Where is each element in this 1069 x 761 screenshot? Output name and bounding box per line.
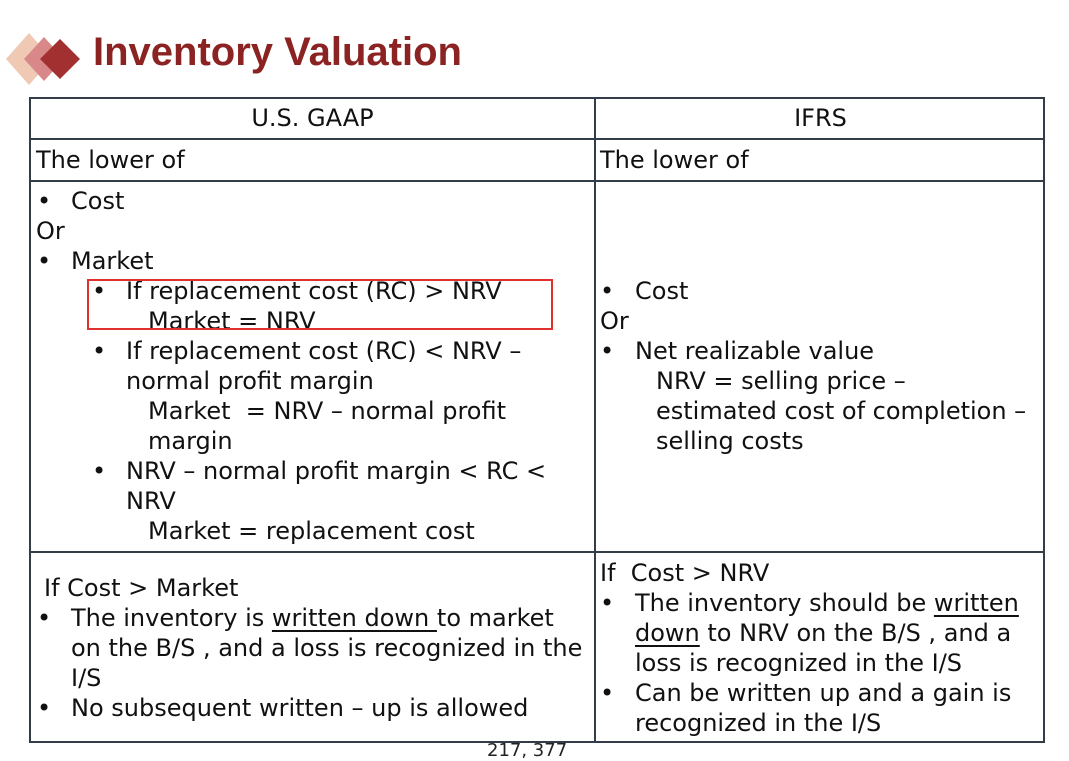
ifrs-writeup-line1: Can be written up and a gain is — [635, 679, 1012, 707]
gaap-rule1-line1: If replacement cost (RC) > NRV — [126, 277, 502, 305]
diamond-logo-icon — [6, 33, 80, 85]
gaap-market: Market — [71, 247, 154, 275]
bullet-icon: • — [92, 277, 107, 305]
ifrs-nrv-line1: NRV = selling price – — [656, 367, 906, 395]
ifrs-lower-of: The lower of — [600, 146, 749, 174]
ifrs-valuation: • Cost Or • Net realizable value NRV = s… — [596, 99, 1045, 739]
gaap-rule2-line4: margin — [148, 427, 233, 455]
ifrs-writedown: If Cost > NRV • The inventory should be … — [596, 99, 1045, 739]
gaap-condition: If Cost > Market — [44, 574, 239, 602]
gaap-rule3-line1: NRV – normal profit margin < RC < — [126, 457, 547, 485]
gaap-no-writeup: No subsequent written – up is allowed — [71, 694, 529, 722]
ifrs-writedown-line2: down to NRV on the B/S , and a — [635, 619, 1012, 647]
gaap-writedown-line3: I/S — [71, 664, 102, 692]
ifrs-condition: If Cost > NRV — [600, 559, 770, 587]
bullet-icon: • — [600, 277, 615, 305]
gaap-rule1-line2: Market = NRV — [148, 307, 316, 335]
gaap-lower-of: The lower of — [36, 146, 185, 174]
ifrs-writedown-line3: loss is recognized in the I/S — [635, 649, 963, 677]
header-us-gaap: U.S. GAAP — [251, 104, 374, 132]
ifrs-nrv: Net realizable value — [635, 337, 875, 365]
slide-title: Inventory Valuation — [93, 30, 462, 74]
gaap-rule3-line3: Market = replacement cost — [148, 517, 475, 545]
bullet-icon: • — [37, 187, 52, 215]
gaap-market-rules: • Cost Or • Market • If replacement cost… — [31, 99, 594, 739]
gaap-writedown-line2: on the B/S , and a loss is recognized in… — [71, 634, 583, 662]
bullet-icon: • — [600, 589, 615, 617]
gaap-cost: Cost — [71, 187, 125, 215]
logo-diamond-dark — [40, 39, 80, 79]
gaap-writedown-line1: The inventory is written down to market — [71, 604, 554, 632]
ifrs-or: Or — [600, 307, 629, 335]
column-divider — [594, 99, 596, 741]
gaap-rule2-line3: Market = NRV – normal profit — [148, 397, 506, 425]
ifrs-writeup-line2: recognized in the I/S — [635, 709, 882, 737]
gaap-rule2-line1: If replacement cost (RC) < NRV – — [126, 337, 522, 365]
gaap-writedown: If Cost > Market • The inventory is writ… — [31, 99, 594, 739]
comparison-table: U.S. GAAP IFRS The lower of The lower of… — [29, 97, 1045, 743]
bullet-icon: • — [37, 247, 52, 275]
bullet-icon: • — [600, 679, 615, 707]
row-divider — [31, 180, 1043, 182]
bullet-icon: • — [37, 604, 52, 632]
header-ifrs: IFRS — [794, 104, 847, 132]
ifrs-writedown-line1: The inventory should be written — [635, 589, 1019, 617]
row-divider — [31, 138, 1043, 140]
ifrs-nrv-line3: selling costs — [656, 427, 804, 455]
gaap-or: Or — [36, 217, 65, 245]
ifrs-cost: Cost — [635, 277, 689, 305]
bullet-icon: • — [37, 694, 52, 722]
page-number: 217, 377 — [487, 740, 568, 761]
bullet-icon: • — [600, 337, 615, 365]
ifrs-nrv-line2: estimated cost of completion – — [656, 397, 1027, 425]
gaap-rule3-line2: NRV — [126, 487, 176, 515]
bullet-icon: • — [92, 457, 107, 485]
bullet-icon: • — [92, 337, 107, 365]
gaap-rule2-line2: normal profit margin — [126, 367, 374, 395]
row-divider — [31, 551, 1043, 553]
highlight-box — [87, 279, 553, 330]
